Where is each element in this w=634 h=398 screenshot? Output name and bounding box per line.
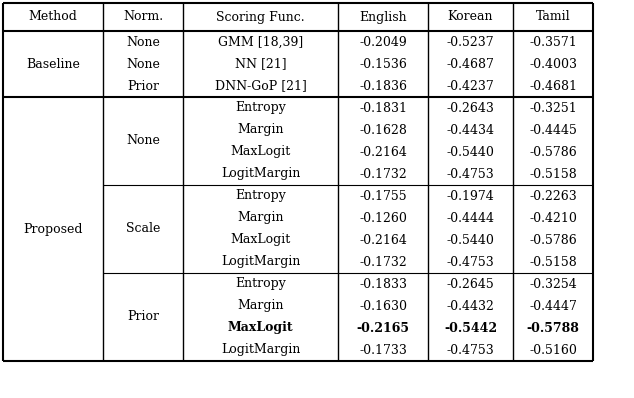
Text: MaxLogit: MaxLogit bbox=[228, 322, 294, 334]
Text: -0.4447: -0.4447 bbox=[529, 300, 577, 312]
Text: -0.2645: -0.2645 bbox=[446, 277, 495, 291]
Text: MaxLogit: MaxLogit bbox=[230, 146, 290, 158]
Text: -0.3251: -0.3251 bbox=[529, 101, 577, 115]
Text: -0.1755: -0.1755 bbox=[359, 189, 407, 203]
Text: English: English bbox=[359, 10, 407, 23]
Text: -0.5158: -0.5158 bbox=[529, 256, 577, 269]
Text: -0.4445: -0.4445 bbox=[529, 123, 577, 137]
Text: -0.4753: -0.4753 bbox=[446, 168, 495, 181]
Text: Margin: Margin bbox=[237, 211, 284, 224]
Text: -0.1836: -0.1836 bbox=[359, 80, 407, 92]
Text: -0.1260: -0.1260 bbox=[359, 211, 407, 224]
Text: -0.1536: -0.1536 bbox=[359, 57, 407, 70]
Text: None: None bbox=[126, 57, 160, 70]
Text: Proposed: Proposed bbox=[23, 222, 83, 236]
Text: Korean: Korean bbox=[448, 10, 493, 23]
Text: Prior: Prior bbox=[127, 80, 159, 92]
Text: DNN-GoP [21]: DNN-GoP [21] bbox=[214, 80, 306, 92]
Text: Tamil: Tamil bbox=[536, 10, 571, 23]
Text: MaxLogit: MaxLogit bbox=[230, 234, 290, 246]
Text: -0.1628: -0.1628 bbox=[359, 123, 407, 137]
Text: -0.5158: -0.5158 bbox=[529, 168, 577, 181]
Text: Scale: Scale bbox=[126, 222, 160, 236]
Text: -0.2263: -0.2263 bbox=[529, 189, 577, 203]
Text: GMM [18,39]: GMM [18,39] bbox=[218, 35, 303, 49]
Text: -0.2643: -0.2643 bbox=[446, 101, 495, 115]
Text: -0.1833: -0.1833 bbox=[359, 277, 407, 291]
Text: -0.5237: -0.5237 bbox=[447, 35, 495, 49]
Text: -0.4003: -0.4003 bbox=[529, 57, 577, 70]
Text: -0.2164: -0.2164 bbox=[359, 234, 407, 246]
Text: -0.2165: -0.2165 bbox=[356, 322, 410, 334]
Text: -0.5440: -0.5440 bbox=[446, 146, 495, 158]
Text: -0.5440: -0.5440 bbox=[446, 234, 495, 246]
Text: -0.3571: -0.3571 bbox=[529, 35, 577, 49]
Text: -0.2049: -0.2049 bbox=[359, 35, 407, 49]
Text: -0.1732: -0.1732 bbox=[359, 256, 407, 269]
Text: -0.5786: -0.5786 bbox=[529, 234, 577, 246]
Text: -0.5788: -0.5788 bbox=[527, 322, 579, 334]
Text: Norm.: Norm. bbox=[123, 10, 163, 23]
Text: -0.4444: -0.4444 bbox=[446, 211, 495, 224]
Text: -0.4434: -0.4434 bbox=[446, 123, 495, 137]
Text: Method: Method bbox=[29, 10, 77, 23]
Text: NN [21]: NN [21] bbox=[235, 57, 287, 70]
Text: Margin: Margin bbox=[237, 123, 284, 137]
Text: -0.4687: -0.4687 bbox=[446, 57, 495, 70]
Text: Entropy: Entropy bbox=[235, 189, 286, 203]
Text: -0.5442: -0.5442 bbox=[444, 322, 497, 334]
Text: -0.4432: -0.4432 bbox=[446, 300, 495, 312]
Text: None: None bbox=[126, 135, 160, 148]
Text: -0.3254: -0.3254 bbox=[529, 277, 577, 291]
Text: Scoring Func.: Scoring Func. bbox=[216, 10, 305, 23]
Text: -0.1974: -0.1974 bbox=[446, 189, 495, 203]
Text: Prior: Prior bbox=[127, 310, 159, 324]
Text: Entropy: Entropy bbox=[235, 277, 286, 291]
Text: LogitMargin: LogitMargin bbox=[221, 343, 300, 357]
Text: -0.1732: -0.1732 bbox=[359, 168, 407, 181]
Text: LogitMargin: LogitMargin bbox=[221, 256, 300, 269]
Text: LogitMargin: LogitMargin bbox=[221, 168, 300, 181]
Text: -0.4237: -0.4237 bbox=[446, 80, 495, 92]
Text: -0.2164: -0.2164 bbox=[359, 146, 407, 158]
Text: -0.5160: -0.5160 bbox=[529, 343, 577, 357]
Text: -0.4753: -0.4753 bbox=[446, 256, 495, 269]
Text: -0.1733: -0.1733 bbox=[359, 343, 407, 357]
Text: Margin: Margin bbox=[237, 300, 284, 312]
Text: -0.1831: -0.1831 bbox=[359, 101, 407, 115]
Text: -0.4681: -0.4681 bbox=[529, 80, 577, 92]
Text: -0.4753: -0.4753 bbox=[446, 343, 495, 357]
Text: None: None bbox=[126, 35, 160, 49]
Text: -0.1630: -0.1630 bbox=[359, 300, 407, 312]
Text: Baseline: Baseline bbox=[26, 57, 80, 70]
Text: Entropy: Entropy bbox=[235, 101, 286, 115]
Text: -0.4210: -0.4210 bbox=[529, 211, 577, 224]
Text: -0.5786: -0.5786 bbox=[529, 146, 577, 158]
